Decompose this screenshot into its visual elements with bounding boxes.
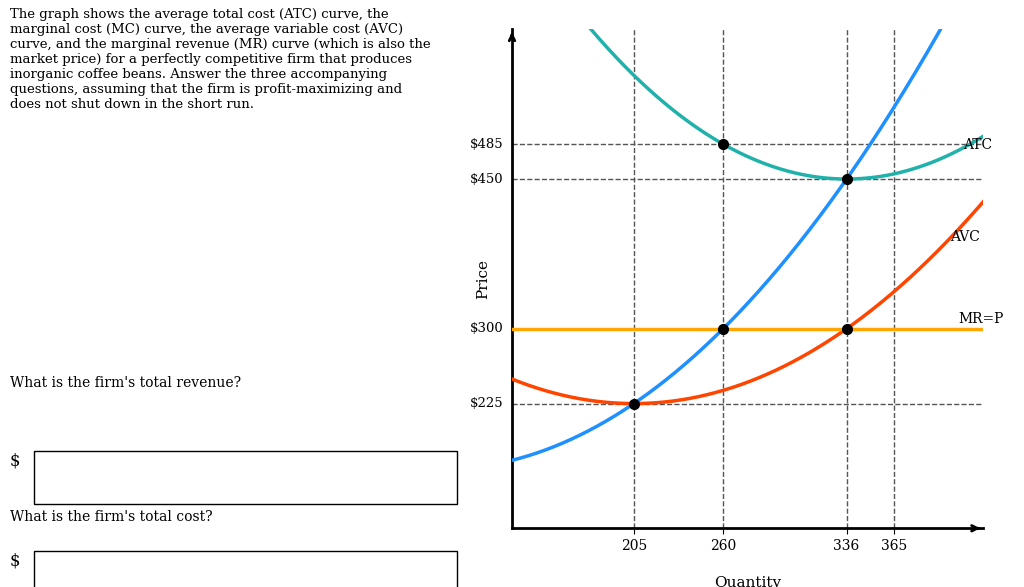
Text: MR=P: MR=P (958, 312, 1005, 326)
Text: ATC: ATC (964, 139, 992, 152)
FancyBboxPatch shape (34, 451, 457, 504)
Text: What is the firm's total revenue?: What is the firm's total revenue? (9, 376, 241, 390)
Text: $485: $485 (470, 137, 504, 151)
Text: $225: $225 (470, 397, 504, 410)
Text: What is the firm's total cost?: What is the firm's total cost? (9, 510, 212, 524)
Text: AVC: AVC (950, 230, 980, 244)
Text: Quantity: Quantity (714, 576, 781, 587)
Text: The graph shows the average total cost (ATC) curve, the
marginal cost (MC) curve: The graph shows the average total cost (… (9, 8, 430, 110)
Text: $300: $300 (470, 322, 504, 335)
Text: $: $ (9, 553, 20, 569)
Text: $450: $450 (470, 173, 504, 185)
Text: $: $ (9, 453, 20, 470)
FancyBboxPatch shape (34, 551, 457, 587)
Text: Price: Price (476, 259, 489, 299)
